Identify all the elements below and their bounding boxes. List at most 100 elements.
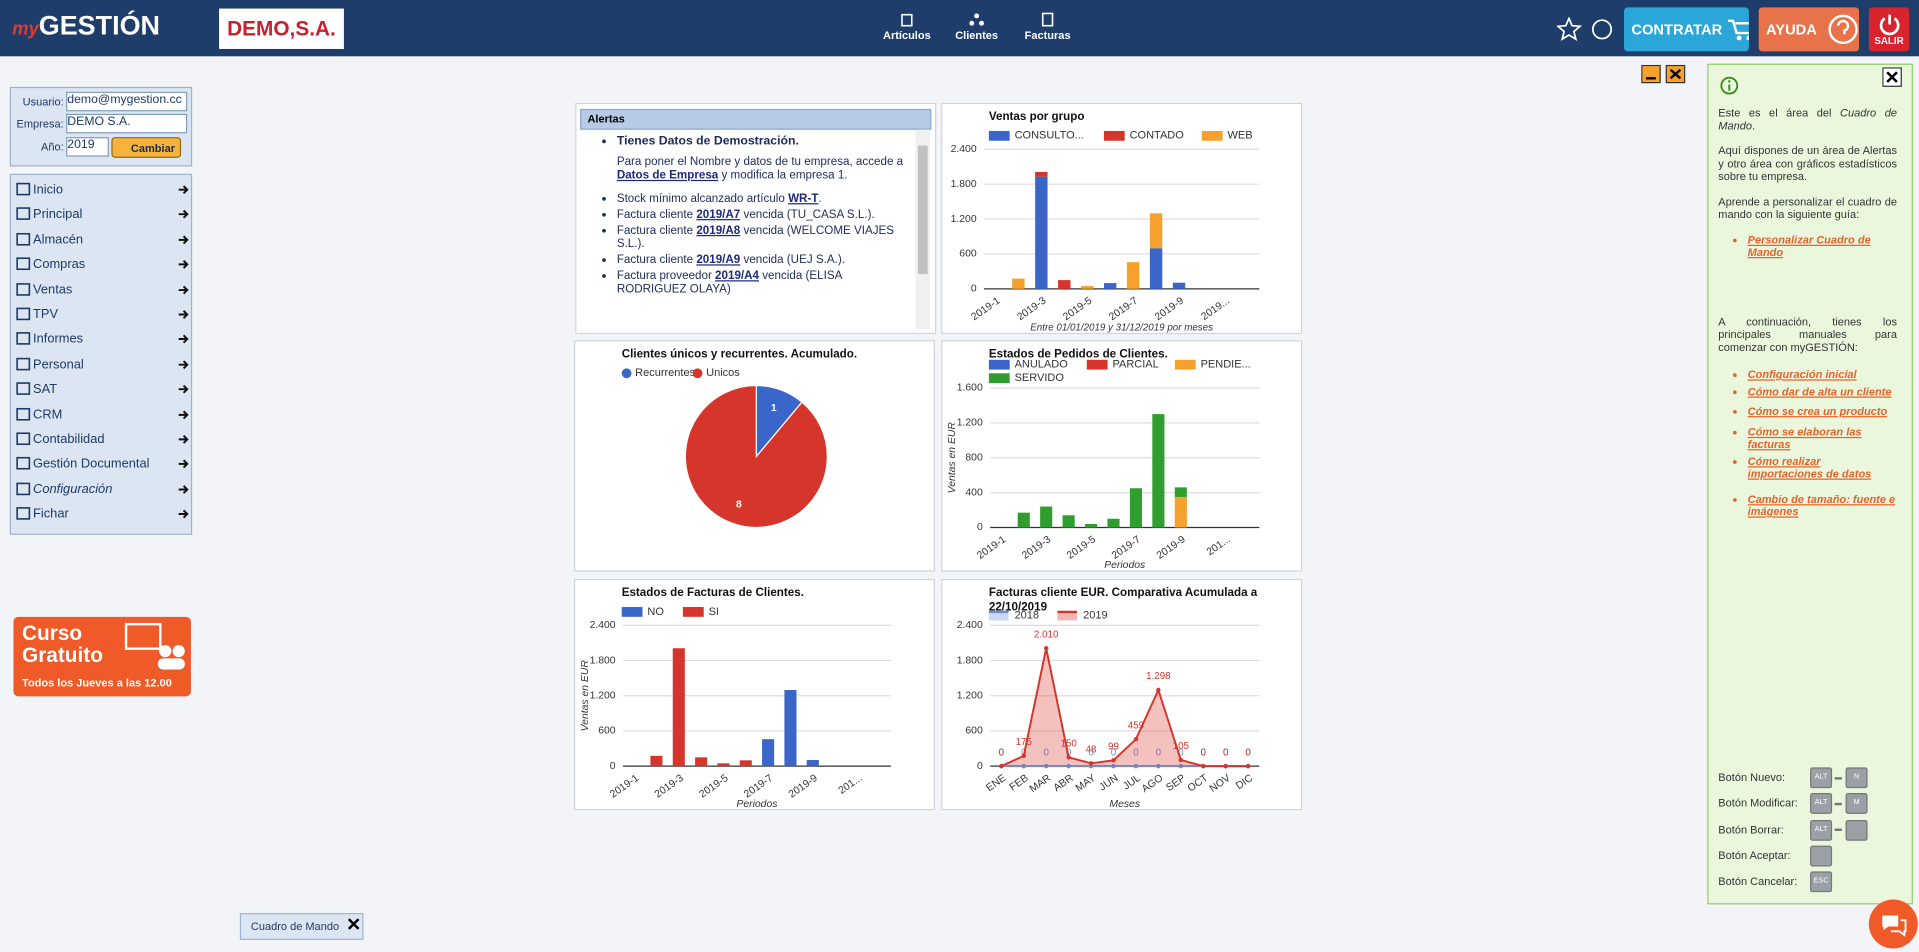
legend-label: CONTADO [1130,130,1185,142]
x-tick-label: MAR [1028,773,1054,796]
menu-item[interactable]: Principal [16,204,190,226]
year-field[interactable]: 2019 [66,137,109,157]
menu-item[interactable]: CRM [16,403,190,425]
alert-link[interactable]: 2019/A7 [696,208,741,222]
logo[interactable]: myGESTIÓN [12,10,160,42]
promo-title: Curso Gratuito [22,621,103,667]
chart-panel: CONSULTO... CONTADO WEB 0 600 1.200 1.800 2.400… [941,102,1303,335]
contratar-button[interactable]: CONTRATAR [1624,7,1749,52]
guide-list: Personalizar Cuadro de Mando [1718,233,1897,259]
chart-title: Clientes únicos y recurrentes. Acumulado… [621,347,858,362]
y-tick-label: 1.800 [957,655,983,666]
bar [1107,518,1120,528]
point [999,763,1004,769]
menu-label: Compras [33,257,86,272]
shortcut-label: Botón Nuevo: [1718,771,1786,784]
alerts-panel: Alertas Tienes Datos de Demostración. Par… [575,102,937,335]
bar [1152,414,1165,528]
help-link[interactable]: Cómo se elaboran las facturas [1747,425,1862,451]
menu-item[interactable]: Gestión Documental [16,453,190,475]
legend-swatch [1174,359,1196,370]
x-tick-label: 2019-3 [1015,295,1048,323]
icon-shape [16,457,31,471]
nav-item[interactable]: Artículos [870,12,943,42]
point [1133,763,1139,769]
close-button[interactable] [1882,67,1903,88]
icon-shape [16,507,31,520]
x-tick-label: AGO [1140,773,1165,795]
menu-item[interactable]: Inicio [16,179,190,201]
help-link[interactable]: Cómo dar de alta un cliente [1747,384,1892,398]
menu-item[interactable]: Fichar [16,503,190,525]
menu-item[interactable]: Personal [16,353,190,375]
user-field[interactable]: demo@mygestion.cc [66,91,188,112]
y-tick-label: 0 [977,522,983,533]
legend-swatch [988,359,1010,370]
header-icons[interactable] [1556,17,1616,41]
menu-item[interactable]: Configuración [16,478,190,500]
bar [784,690,797,767]
help-link[interactable]: Configuración inicial [1747,368,1857,381]
cambiar-button[interactable]: Cambiar [111,137,182,158]
menu-item[interactable]: TPV [16,304,190,326]
login-box: Usuario: demo@mygestion.cc Empresa: DEMO… [9,86,193,167]
alert-link[interactable]: WR-T [788,192,819,206]
chart-panel: Recurrentes Unicos 1 8 Clientes únicos y rec… [573,340,936,572]
nav-label: Facturas [1024,29,1071,42]
y-tick-label: 2.400 [951,144,977,155]
help-link[interactable]: Cómo realizar importaciones de datos [1747,454,1872,480]
alert-link[interactable]: 2019/A9 [696,253,741,267]
scrollbar[interactable] [915,129,931,330]
alert-text: . [818,192,822,206]
window-controls[interactable] [1641,64,1686,85]
menu-item[interactable]: Informes [16,328,190,350]
scroll-thumb[interactable] [917,145,928,275]
chart-subtitle: Entre 01/01/2019 y 31/12/2019 por meses [1030,323,1213,334]
help-link[interactable]: Cómo se crea un producto [1747,405,1888,418]
nav-item[interactable]: Clientes [940,12,1013,42]
alert-link[interactable]: Datos de Empresa [616,168,719,183]
nav-item[interactable]: Facturas [1011,12,1084,42]
salir-button[interactable]: SALIR [1868,7,1910,52]
guide-item: Personalizar Cuadro de Mando [1748,233,1897,259]
point [1178,757,1184,763]
data-label: 0 [999,747,1005,758]
menu-item[interactable]: Contabilidad [16,428,190,450]
help-link[interactable]: Personalizar Cuadro de Mando [1747,233,1871,259]
alert-link[interactable]: 2019/A8 [696,223,741,238]
legend-label: SERVIDO [1015,372,1065,384]
menu-item[interactable]: Ventas [16,279,190,301]
data-label: 0 [1201,747,1207,758]
chat-button[interactable] [1868,897,1919,952]
header: myGESTIÓN DEMO,S.A. Artículos Clientes F… [0,0,1919,57]
legend-swatch [1103,130,1125,141]
x-tick-label: 2019-7 [742,773,775,801]
nav-label: Clientes [955,29,999,42]
menu-item[interactable]: Compras [16,254,190,276]
arrow [178,484,189,494]
help-link[interactable]: Cambio de tamaño: fuente e imágenes [1747,492,1896,518]
label: Año: [40,140,64,153]
company-field[interactable]: DEMO S.A. [66,113,188,134]
data-label: 0 [1245,747,1251,758]
point [1245,763,1251,769]
x-axis-label: Periodos [1104,560,1145,571]
point [1223,763,1228,769]
arrow-icon [178,434,189,444]
manual-item: Cómo se crea un producto [1748,405,1897,418]
data-label: 1.298 [1146,671,1171,682]
icon [16,457,31,471]
shortcut-label: Botón Modificar: [1718,797,1798,810]
close-icon[interactable] [347,918,360,930]
legend-label: ANULADO [1015,359,1069,371]
menu-item[interactable]: SAT [16,378,190,400]
logo-name: GESTIÓN [38,9,160,41]
alert-link[interactable]: 2019/A4 [715,269,760,283]
label: Empresa: [16,117,64,130]
arrow [178,385,189,394]
promo-banner[interactable]: Curso Gratuito Todos los Jueves a las 12… [13,616,191,697]
ayuda-button[interactable]: AYUDA [1758,7,1860,52]
menu-item[interactable]: Almacén [16,229,190,251]
icon-shape [16,307,31,321]
window-tab[interactable]: Cuadro de Mando [239,912,364,940]
